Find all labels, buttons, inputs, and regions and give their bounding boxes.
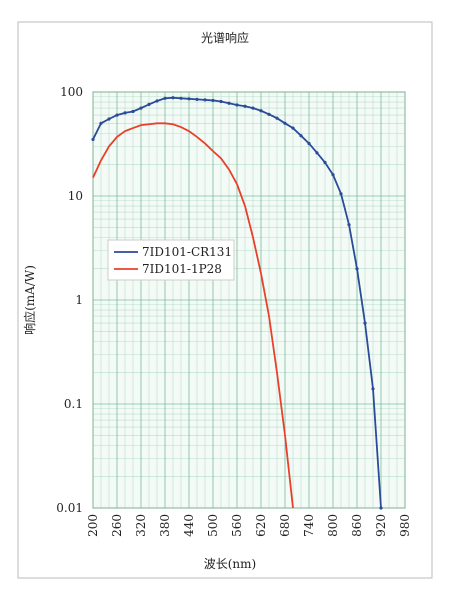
point — [203, 98, 207, 102]
point — [219, 99, 223, 104]
point — [147, 102, 151, 106]
point — [163, 96, 167, 100]
point — [187, 97, 191, 101]
y-tick-label: 100 — [60, 85, 83, 99]
x-tick-label: 620 — [254, 514, 268, 537]
point — [99, 121, 103, 125]
y-tick-label: 0.01 — [56, 501, 83, 515]
point — [123, 111, 127, 115]
point — [339, 192, 343, 196]
legend-box — [107, 239, 235, 281]
point — [275, 116, 279, 120]
point — [347, 223, 351, 227]
point — [363, 321, 367, 325]
x-tick-label: 440 — [182, 514, 196, 537]
point — [259, 109, 263, 113]
frame — [17, 21, 433, 579]
point — [307, 141, 311, 146]
point — [211, 98, 215, 103]
x-tick-label: 200 — [86, 514, 100, 537]
x-tick-label: 560 — [230, 514, 244, 537]
y-tick-label: 10 — [68, 189, 83, 203]
y-axis-label: 响应(mA/W) — [22, 265, 37, 335]
point — [355, 267, 359, 271]
point — [323, 160, 327, 165]
point — [107, 117, 111, 121]
legend-label: 7ID101-CR131 — [142, 245, 232, 259]
point — [251, 106, 255, 110]
point — [371, 387, 375, 391]
point — [331, 173, 335, 177]
x-axis-label: 波长(nm) — [204, 557, 256, 571]
legend-label: 7ID101-1P28 — [142, 262, 222, 276]
x-tick-label: 980 — [398, 514, 412, 537]
point — [267, 112, 271, 116]
x-tick-label: 680 — [278, 514, 292, 537]
x-tick-label: 320 — [134, 514, 148, 537]
x-tick-label: 800 — [326, 514, 340, 537]
x-tick-label: 500 — [206, 514, 220, 537]
point — [91, 137, 95, 142]
x-tick-label: 860 — [350, 514, 364, 537]
point — [115, 113, 119, 117]
x-tick-label: 260 — [110, 514, 124, 537]
point — [139, 106, 143, 110]
y-tick-label: 1 — [75, 293, 83, 307]
series-line — [92, 122, 294, 509]
y-tick-label: 0.1 — [64, 397, 83, 411]
x-tick-label: 740 — [302, 514, 316, 537]
point — [227, 101, 231, 105]
chart-title: 光谱响应 — [201, 30, 249, 45]
point — [291, 126, 295, 130]
point — [243, 104, 247, 108]
x-tick-label: 380 — [158, 514, 172, 537]
point — [283, 121, 287, 125]
point — [379, 506, 383, 510]
x-tick-label: 920 — [374, 514, 388, 537]
point — [195, 97, 199, 101]
point — [315, 151, 319, 155]
point — [299, 134, 303, 138]
point — [179, 96, 183, 100]
point — [235, 103, 239, 107]
point — [131, 109, 135, 114]
point — [171, 96, 175, 100]
point — [155, 99, 159, 103]
